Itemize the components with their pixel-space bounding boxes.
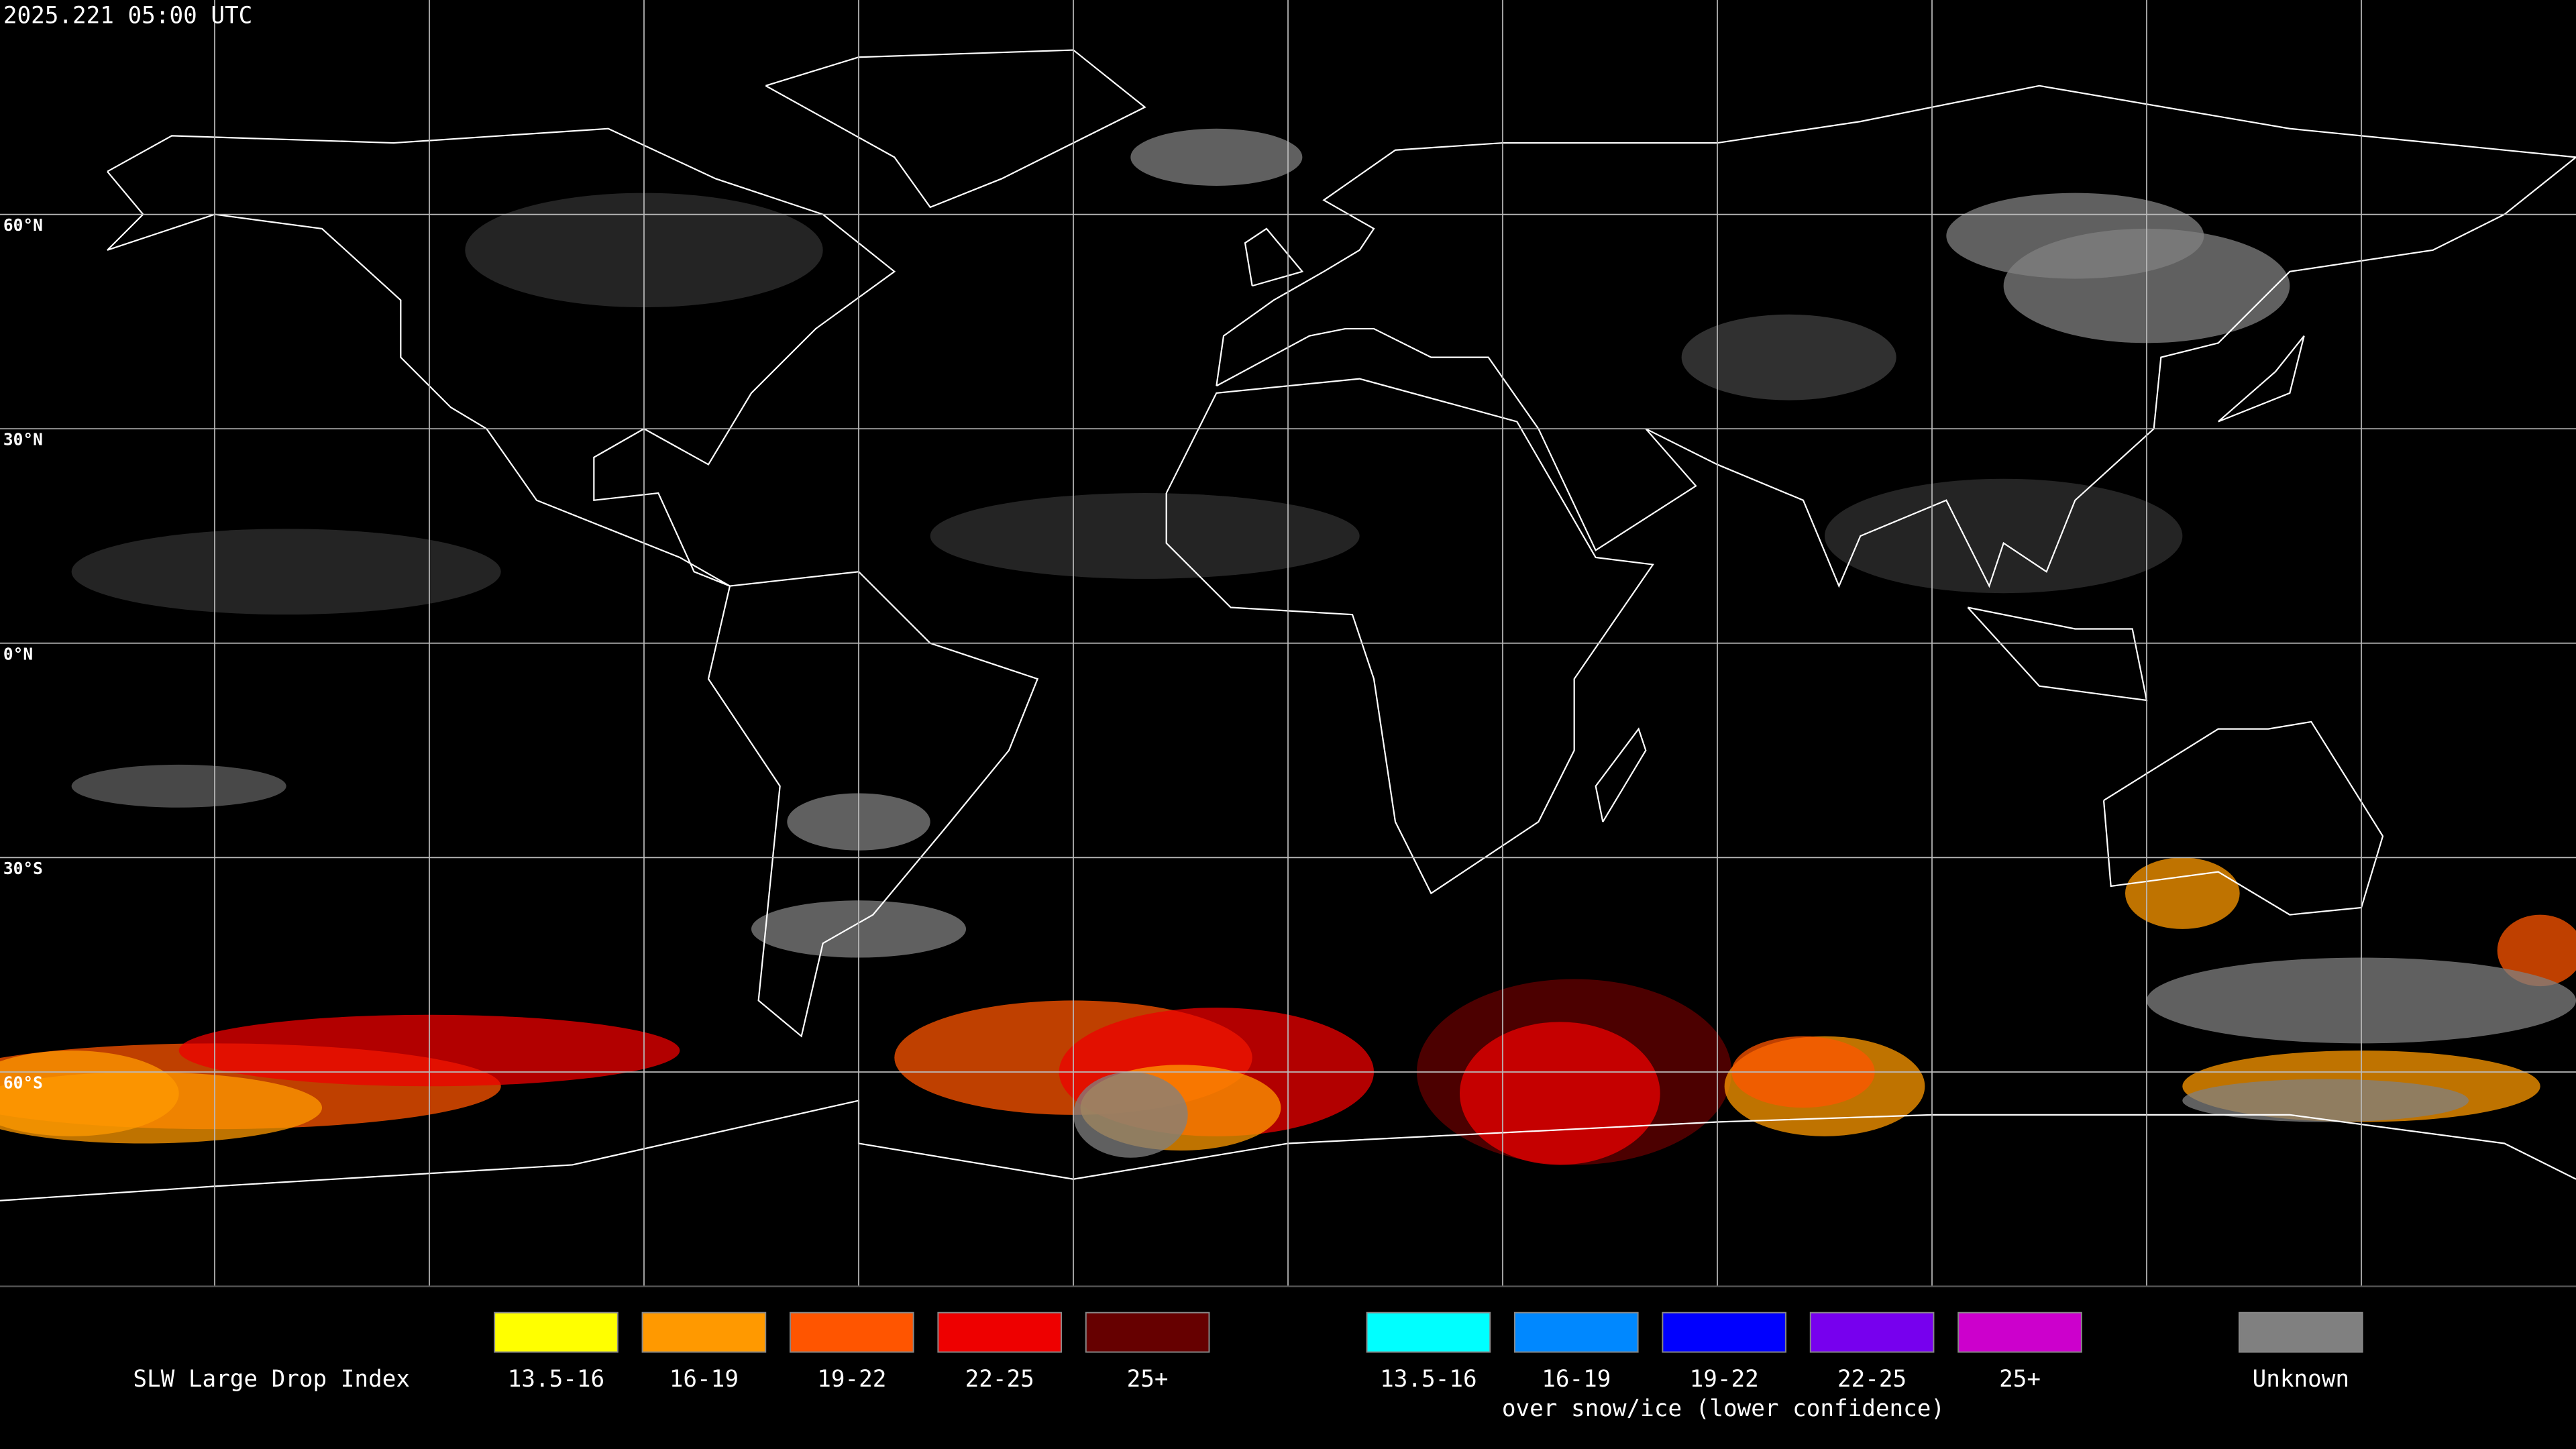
- cloud-patch: [1681, 314, 1896, 400]
- legend-swatch: [641, 1311, 767, 1353]
- ice-note: over snow/ice (lower confidence): [1502, 1395, 1945, 1422]
- coastline: [1967, 606, 2148, 702]
- cloud-patch: [1459, 1022, 1660, 1165]
- legend-swatch: [937, 1311, 1063, 1353]
- legend-swatch: [1085, 1311, 1210, 1353]
- cloud-patch: [2125, 857, 2240, 929]
- coastline: [2217, 335, 2305, 423]
- latitude-label: 0°N: [3, 644, 33, 663]
- cloud-patch: [2497, 914, 2576, 987]
- coastline: [2102, 720, 2384, 916]
- latitude-label: 30°S: [3, 859, 43, 878]
- cloud-patch: [1824, 478, 2183, 594]
- legend-swatch: [1957, 1311, 2082, 1353]
- latitude-label: 60°N: [3, 215, 43, 235]
- cloud-patch: [71, 764, 286, 808]
- cloud-patch: [1073, 1071, 1188, 1158]
- legend-swatch: [1366, 1311, 1491, 1353]
- legend-swatch: [494, 1311, 619, 1353]
- coastline: [707, 571, 1039, 1038]
- legend-label: 16-19: [669, 1366, 739, 1393]
- legend-swatch: [1662, 1311, 1787, 1353]
- legend-label: 13.5-16: [508, 1366, 604, 1393]
- legend-label: 22-25: [965, 1366, 1034, 1393]
- latitude-label: 30°N: [3, 430, 43, 449]
- coastline: [1244, 227, 1304, 287]
- coastline: [0, 1099, 2576, 1201]
- legend-title: SLW Large Drop Index: [133, 1366, 410, 1393]
- legend-swatch: [2238, 1311, 2363, 1353]
- cloud-patch: [71, 529, 501, 615]
- coastline: [1165, 378, 1654, 895]
- cloud-patch: [1130, 128, 1303, 186]
- legend-label: 19-22: [1690, 1366, 1759, 1393]
- legend-swatch: [1809, 1311, 1935, 1353]
- legend-label: 25+: [1127, 1366, 1169, 1393]
- graticule: [0, 0, 2576, 1287]
- legend-label: 13.5-16: [1380, 1366, 1477, 1393]
- legend-label: 25+: [1999, 1366, 2041, 1393]
- cloud-patch: [930, 493, 1360, 579]
- legend-swatch: [1513, 1311, 1639, 1353]
- latitude-label: 60°S: [3, 1073, 43, 1092]
- coastline: [107, 127, 896, 587]
- coastlines: [0, 49, 2576, 1201]
- coastline: [1595, 727, 1647, 822]
- legend-swatch: [789, 1311, 914, 1353]
- legend-label: 16-19: [1542, 1366, 1611, 1393]
- legend-label: 22-25: [1837, 1366, 1907, 1393]
- timestamp: 2025.221 05:00 UTC: [3, 2, 252, 29]
- legend-label: Unknown: [2253, 1366, 2349, 1393]
- legend-label: 19-22: [817, 1366, 886, 1393]
- cloud-patch: [2182, 1079, 2469, 1122]
